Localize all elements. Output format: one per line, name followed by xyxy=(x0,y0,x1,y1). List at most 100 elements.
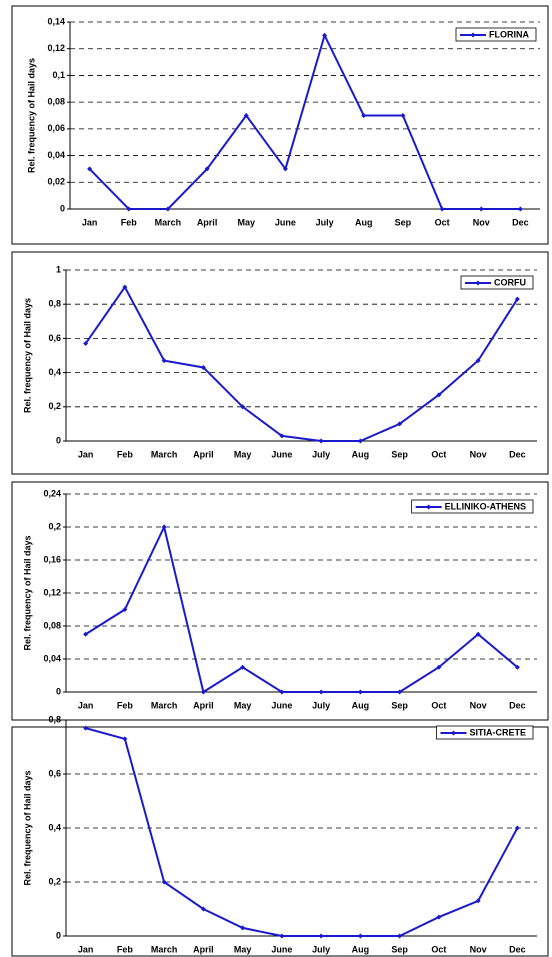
chart-panel: 0 0,04 0,08 0,12 0,16 0,2 0,24 Rel. frequency o… xyxy=(11,481,549,721)
legend-marker xyxy=(470,32,476,38)
y-tick-label: 0,04 xyxy=(43,653,61,663)
data-point xyxy=(200,364,206,370)
y-tick-label: 0,4 xyxy=(48,367,61,377)
x-tick-label: April xyxy=(193,944,214,954)
data-point xyxy=(83,631,89,637)
x-tick-label: Sep xyxy=(395,217,412,227)
legend-marker xyxy=(450,730,456,736)
x-tick-label: March xyxy=(151,700,178,710)
y-tick-label: 0,12 xyxy=(47,43,65,53)
y-tick-label: 0,24 xyxy=(43,488,61,498)
y-tick-label: 0,14 xyxy=(47,16,65,26)
x-tick-label: Feb xyxy=(117,700,134,710)
data-point xyxy=(279,689,285,695)
y-axis-label: Rel. frequency of Hail days xyxy=(22,770,32,885)
x-tick-label: June xyxy=(275,217,296,227)
data-point xyxy=(122,284,128,290)
legend-label: SITIA-CRETE xyxy=(469,727,526,737)
data-point xyxy=(514,825,520,831)
x-tick-label: June xyxy=(271,449,292,459)
data-point xyxy=(122,736,128,742)
legend-box xyxy=(460,275,534,290)
chart-panel: 0 0,02 0,04 0,06 0,08 0,1 0,12 0,14 Rel. frequen… xyxy=(11,5,549,245)
x-tick-label: April xyxy=(193,700,214,710)
x-tick-label: July xyxy=(316,217,334,227)
data-point xyxy=(200,906,206,912)
data-point xyxy=(357,438,363,444)
legend: CORFU xyxy=(460,275,534,290)
chart-panel: 0 0,2 0,4 0,6 0,8 Rel. frequency of Hail days… xyxy=(11,714,549,957)
x-tick-label: Oct xyxy=(431,449,446,459)
data-point xyxy=(478,206,484,212)
panel-frame xyxy=(11,726,549,957)
x-tick-label: Nov xyxy=(473,217,490,227)
x-tick-label: Nov xyxy=(470,700,487,710)
x-tick-label: April xyxy=(197,217,218,227)
data-line xyxy=(85,524,519,694)
legend-label: CORFU xyxy=(494,277,526,287)
y-tick-label: 0,2 xyxy=(48,401,61,411)
y-tick-label: 0,06 xyxy=(47,123,65,133)
x-tick-label: April xyxy=(193,449,214,459)
y-tick-label: 0,1 xyxy=(52,70,65,80)
x-tick-label: Feb xyxy=(117,944,134,954)
legend-marker xyxy=(475,280,481,286)
x-tick-label: July xyxy=(312,449,330,459)
x-tick-label: Oct xyxy=(431,944,446,954)
data-point xyxy=(240,404,246,410)
data-line xyxy=(84,285,519,442)
x-tick-label: June xyxy=(271,944,292,954)
y-tick-label: 0,2 xyxy=(48,876,61,886)
x-tick-label: Feb xyxy=(121,217,138,227)
data-point xyxy=(475,631,481,637)
data-point xyxy=(436,914,442,920)
data-point xyxy=(397,933,403,939)
x-tick-label: March xyxy=(151,944,178,954)
data-point xyxy=(475,898,481,904)
x-tick-label: May xyxy=(234,449,252,459)
data-point xyxy=(475,358,481,364)
x-tick-label: May xyxy=(234,944,252,954)
data-point xyxy=(357,689,363,695)
data-point xyxy=(122,607,128,612)
legend-label: FLORINA xyxy=(489,29,529,39)
y-tick-label: 0,6 xyxy=(48,333,61,343)
legend-label: ELLINIKO-ATHENS xyxy=(445,501,526,511)
x-tick-label: Jan xyxy=(78,449,94,459)
data-point xyxy=(126,206,132,212)
legend-box xyxy=(455,27,537,42)
data-point xyxy=(400,113,406,118)
x-tick-label: Sep xyxy=(391,700,408,710)
x-tick-label: Dec xyxy=(509,700,526,710)
x-tick-label: Aug xyxy=(355,217,373,227)
x-tick-label: Nov xyxy=(470,449,487,459)
x-tick-label: March xyxy=(151,449,178,459)
y-tick-label: 0,8 xyxy=(48,299,61,309)
y-tick-label: 0 xyxy=(56,435,61,445)
x-tick-label: Sep xyxy=(391,449,408,459)
x-tick-label: Jan xyxy=(78,700,94,710)
legend-marker xyxy=(426,504,432,510)
x-tick-label: Dec xyxy=(509,449,526,459)
data-point xyxy=(436,664,442,670)
y-tick-label: 0,12 xyxy=(43,587,61,597)
data-point xyxy=(200,689,206,695)
x-tick-label: March xyxy=(155,217,182,227)
data-point xyxy=(161,358,167,364)
y-tick-label: 0,16 xyxy=(43,554,61,564)
panel-frame xyxy=(11,481,549,721)
data-point xyxy=(318,689,324,695)
legend-box xyxy=(411,499,534,514)
y-tick-label: 0,8 xyxy=(48,714,61,724)
data-point xyxy=(279,433,285,439)
y-tick-label: 0 xyxy=(56,686,61,696)
y-tick-label: 0,4 xyxy=(48,822,61,832)
y-tick-label: 0,08 xyxy=(47,97,65,107)
y-tick-label: 0 xyxy=(56,930,61,940)
data-point xyxy=(397,421,403,427)
legend-box xyxy=(436,725,534,740)
data-point xyxy=(282,166,288,172)
x-tick-label: Sep xyxy=(391,944,408,954)
